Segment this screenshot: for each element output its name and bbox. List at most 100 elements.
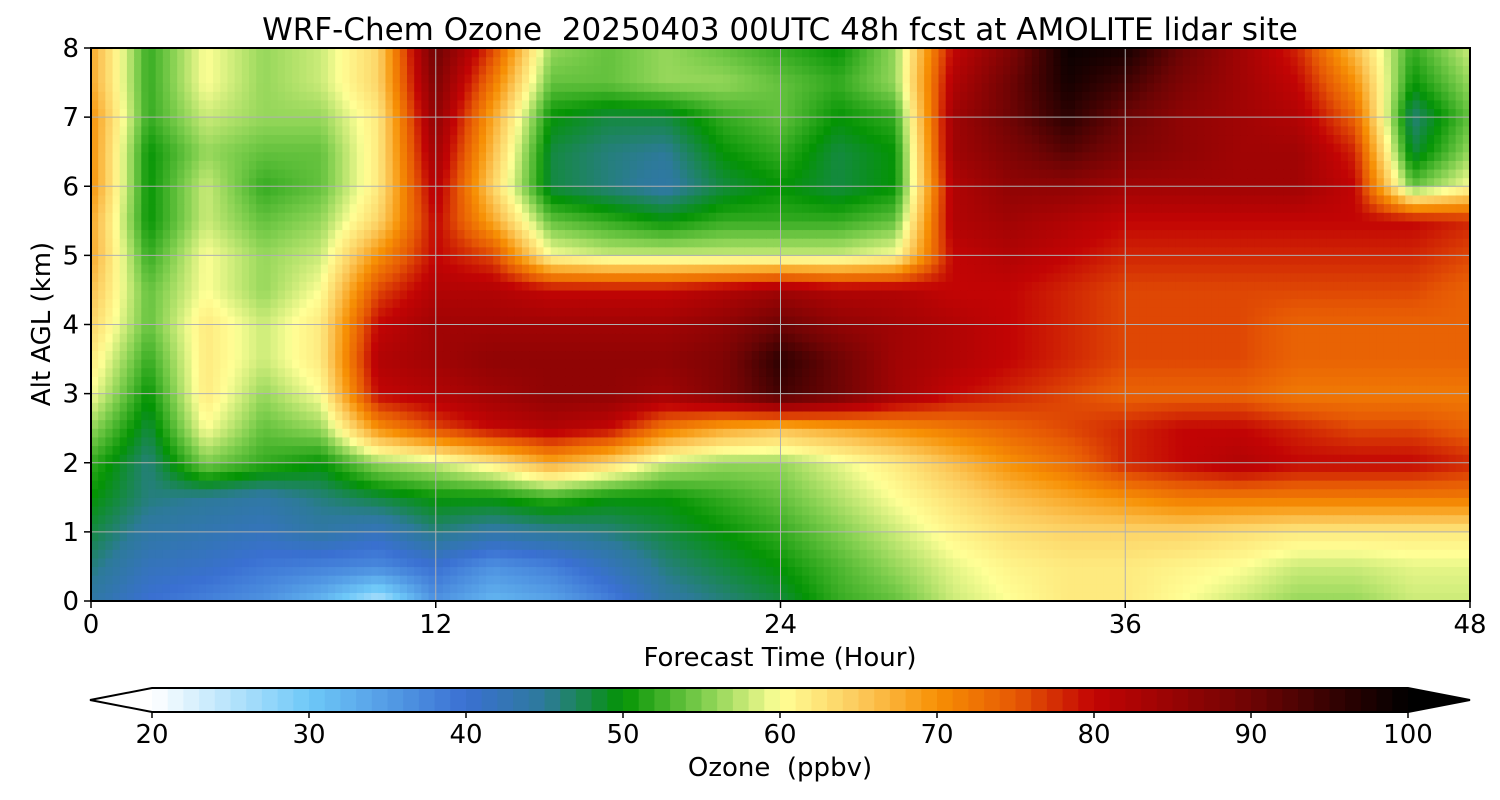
heatmap-cell: [450, 566, 458, 576]
heatmap-cell: [521, 523, 530, 533]
heatmap-cell: [687, 540, 695, 550]
heatmap-cell: [1110, 531, 1119, 542]
heatmap-cell: [866, 540, 875, 550]
heatmap-cell: [787, 505, 796, 516]
heatmap-cell: [629, 471, 638, 481]
heatmap-cell: [758, 445, 767, 455]
heatmap-cell: [766, 462, 774, 472]
heatmap-cell: [1096, 583, 1105, 593]
heatmap-cell: [521, 384, 530, 395]
heatmap-cell: [1304, 566, 1313, 576]
heatmap-cell: [823, 402, 832, 412]
heatmap-cell: [1369, 514, 1378, 524]
heatmap-cell: [823, 393, 832, 403]
heatmap-cell: [916, 575, 925, 585]
heatmap-cell: [385, 480, 394, 490]
heatmap-cell: [723, 566, 731, 576]
heatmap-cell: [328, 480, 336, 490]
heatmap-cell: [622, 488, 631, 498]
heatmap-cell: [1412, 488, 1421, 498]
heatmap-cell: [1146, 531, 1155, 542]
heatmap-cell: [414, 445, 422, 455]
heatmap-cell: [837, 402, 846, 412]
heatmap-cell: [105, 462, 114, 472]
heatmap-cell: [205, 454, 214, 464]
heatmap-cell: [119, 376, 128, 386]
heatmap-cell: [816, 402, 825, 412]
heatmap-cell: [644, 410, 652, 421]
heatmap-cell: [1003, 402, 1011, 412]
heatmap-cell: [1110, 436, 1119, 447]
heatmap-cell: [708, 462, 717, 472]
heatmap-cell: [773, 566, 782, 576]
heatmap-cell: [414, 549, 422, 559]
heatmap-cell: [91, 471, 99, 481]
heatmap-cell: [629, 531, 638, 542]
heatmap-cell: [1046, 402, 1055, 412]
heatmap-cell: [651, 393, 659, 403]
heatmap-cell: [184, 531, 193, 542]
heatmap-cell: [213, 428, 221, 438]
heatmap-cell: [960, 393, 968, 403]
heatmap-cell: [1434, 592, 1442, 601]
heatmap-cell: [794, 480, 803, 490]
heatmap-cell: [335, 462, 343, 472]
heatmap-cell: [1441, 592, 1450, 601]
heatmap-cell: [809, 393, 818, 403]
heatmap-cell: [478, 540, 487, 550]
heatmap-cell: [1125, 549, 1134, 559]
heatmap-cell: [1405, 583, 1414, 593]
heatmap-cell: [1340, 540, 1349, 550]
heatmap-cell: [205, 393, 214, 403]
heatmap-cell: [342, 583, 351, 593]
heatmap-cell: [981, 505, 990, 516]
heatmap-cell: [881, 505, 889, 516]
heatmap-cell: [234, 462, 243, 472]
heatmap-cell: [1398, 575, 1406, 585]
heatmap-cell: [428, 497, 437, 507]
heatmap-cell: [1204, 592, 1213, 601]
heatmap-cell: [995, 454, 1004, 464]
heatmap-cell: [1067, 419, 1076, 429]
heatmap-cell: [399, 384, 408, 395]
heatmap-cell: [514, 575, 523, 585]
heatmap-cell: [802, 557, 810, 568]
heatmap-cell: [1175, 497, 1184, 507]
heatmap-cell: [1182, 471, 1191, 481]
heatmap-cell: [1010, 402, 1019, 412]
heatmap-cell: [665, 575, 674, 585]
heatmap-cell: [119, 505, 128, 516]
heatmap-cell: [1369, 583, 1378, 593]
heatmap-cell: [234, 540, 243, 550]
heatmap-cell: [486, 436, 494, 447]
heatmap-cell: [184, 523, 193, 533]
heatmap-cell: [112, 540, 121, 550]
heatmap-cell: [1254, 566, 1263, 576]
heatmap-cell: [284, 393, 293, 403]
heatmap-cell: [450, 583, 458, 593]
heatmap-cell: [1290, 592, 1299, 601]
heatmap-cell: [1333, 436, 1342, 447]
heatmap-cell: [1031, 454, 1040, 464]
heatmap-cell: [615, 445, 624, 455]
heatmap-cell: [1434, 462, 1442, 472]
heatmap-cell: [356, 462, 365, 472]
heatmap-cell: [1268, 402, 1277, 412]
heatmap-cell: [744, 480, 753, 490]
heatmap-cell: [737, 419, 746, 429]
heatmap-cell: [1304, 428, 1313, 438]
heatmap-cell: [328, 462, 336, 472]
heatmap-cell: [902, 445, 911, 455]
heatmap-cell: [335, 523, 343, 533]
heatmap-cell: [1175, 514, 1184, 524]
heatmap-cell: [256, 471, 264, 481]
heatmap-cell: [802, 419, 810, 429]
heatmap-cell: [852, 557, 861, 568]
heatmap-cell: [521, 462, 530, 472]
heatmap-cell: [1010, 497, 1019, 507]
heatmap-cell: [205, 549, 214, 559]
heatmap-cell: [1175, 592, 1184, 601]
heatmap-cell: [1240, 428, 1248, 438]
heatmap-cell: [1290, 540, 1299, 550]
heatmap-cell: [773, 514, 782, 524]
